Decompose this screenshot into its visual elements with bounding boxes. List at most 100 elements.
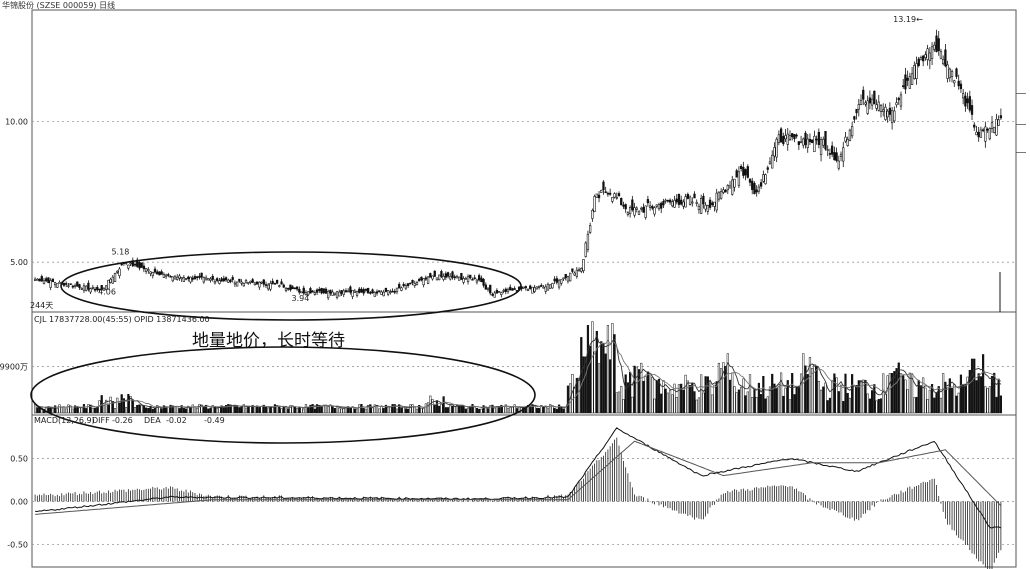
price-candle-body — [762, 174, 765, 182]
price-candle-body — [65, 283, 68, 285]
price-candle-body — [942, 59, 945, 65]
price-candle-body — [700, 198, 703, 214]
volume-bar — [262, 404, 265, 414]
price-candle-body — [144, 268, 148, 272]
volume-bar — [595, 330, 598, 414]
price-candle-body — [160, 271, 163, 275]
price-candle-body — [216, 278, 219, 281]
volume-bar — [782, 395, 785, 414]
price-candle-body — [464, 278, 467, 280]
volume-bar — [855, 385, 858, 414]
volume-bar — [322, 404, 325, 414]
volume-bar — [649, 373, 652, 414]
volume-bar — [877, 398, 880, 414]
volume-bar — [347, 406, 350, 414]
price-candle-body — [393, 291, 396, 293]
price-candle-body — [426, 276, 430, 284]
price-candle-body — [819, 139, 823, 156]
volume-bar — [96, 406, 99, 414]
price-candle-body — [233, 282, 237, 285]
price-candle-body — [147, 269, 150, 272]
price-candle-body — [582, 258, 585, 272]
volume-header-opid: OPID 13871436.00 — [134, 315, 210, 324]
volume-bar — [253, 406, 257, 414]
volume-bar — [449, 405, 452, 414]
price-candle-body — [429, 273, 432, 278]
volume-bar — [968, 369, 971, 414]
price-candle-body — [198, 275, 201, 278]
price-candle-body — [666, 199, 670, 202]
price-candle-body — [267, 284, 270, 290]
price-candle-body — [404, 285, 408, 289]
price-candle-body — [902, 85, 905, 87]
price-candle-body — [755, 189, 758, 193]
volume-bar — [962, 384, 965, 414]
volume-bar — [300, 407, 303, 414]
price-candle-body — [544, 286, 547, 292]
price-candle-body — [491, 294, 494, 296]
volume-bar — [695, 399, 698, 414]
volume-bar — [138, 404, 141, 414]
volume-bar — [196, 407, 199, 414]
price-candle-body — [271, 280, 274, 284]
price-candle-body — [910, 73, 914, 85]
price-candle-body — [506, 288, 510, 292]
volume-bar — [851, 374, 854, 414]
price-candle-body — [589, 225, 592, 233]
price-candle-body — [478, 275, 481, 281]
volume-bar — [378, 408, 381, 414]
price-candle-body — [149, 271, 152, 274]
price-candle-body — [848, 129, 852, 142]
volume-bar — [113, 408, 117, 414]
volume-bar — [862, 379, 865, 414]
volume-bar — [688, 385, 692, 414]
volume-bar — [779, 372, 783, 414]
price-candle-body — [893, 110, 896, 122]
price-candle-body — [38, 278, 41, 282]
price-candle-body — [311, 290, 314, 293]
price-candle-body — [615, 196, 618, 199]
price-candle-body — [324, 288, 328, 294]
price-candle-body — [844, 136, 847, 142]
price-candle-body — [577, 269, 581, 272]
price-candle-body — [351, 289, 354, 297]
volume-bar — [753, 388, 756, 414]
volume-bar — [700, 374, 703, 414]
price-candle-body — [91, 286, 94, 289]
price-candle-body — [795, 134, 798, 137]
volume-bar — [180, 405, 183, 414]
volume-bar — [453, 406, 456, 414]
volume-bar — [189, 407, 192, 414]
volume-bar — [435, 400, 439, 414]
price-candle-body — [333, 292, 336, 295]
volume-bar — [424, 403, 427, 414]
volume-bar — [602, 342, 605, 414]
price-candle-body — [318, 288, 321, 292]
volume-bar — [133, 407, 137, 414]
price-candle-body — [768, 161, 772, 165]
price-candle-body — [349, 286, 352, 293]
volume-bar — [702, 392, 705, 414]
volume-bar — [73, 405, 77, 414]
price-candle-body — [979, 129, 983, 138]
volume-bar — [407, 408, 410, 414]
volume-bar — [744, 395, 747, 414]
price-candle-body — [500, 292, 503, 296]
price-candle-body — [42, 280, 46, 284]
price-candle-body — [917, 58, 920, 66]
price-candle-body — [340, 290, 343, 294]
price-candle-body — [213, 281, 217, 284]
price-candle-body — [606, 192, 610, 195]
volume-bar — [338, 407, 341, 414]
volume-header-cjl: CJL 17837728.00(45:55) — [34, 315, 132, 324]
volume-bar — [224, 405, 228, 414]
volume-bar — [431, 399, 434, 414]
price-candle-body — [204, 277, 208, 280]
price-candle-body — [908, 76, 912, 89]
price-candle-body — [375, 291, 379, 294]
price-candle-body — [646, 199, 650, 204]
price-candle-body — [924, 54, 927, 58]
price-candle-body — [797, 141, 800, 145]
price-candle-body — [662, 201, 665, 206]
price-candle-body — [722, 189, 725, 193]
